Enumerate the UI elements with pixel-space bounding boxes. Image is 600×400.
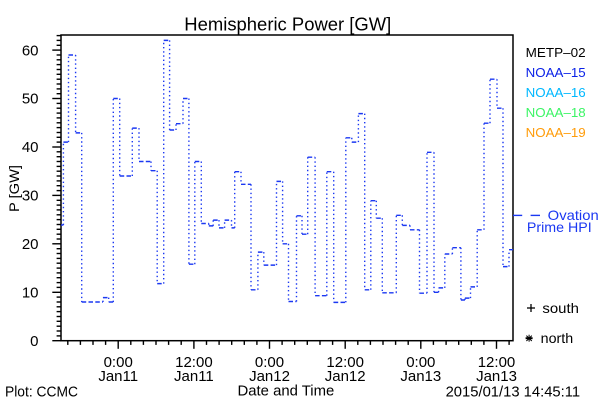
svg-text:2015/01/13 14:45:11: 2015/01/13 14:45:11: [446, 383, 580, 400]
svg-text:12:00: 12:00: [175, 354, 213, 371]
svg-text:30: 30: [22, 188, 39, 205]
svg-text:Jan11: Jan11: [174, 368, 214, 385]
svg-text:12:00: 12:00: [326, 354, 364, 371]
svg-text:0:00: 0:00: [406, 354, 435, 371]
svg-text:Jan13: Jan13: [400, 368, 441, 385]
svg-text:20: 20: [22, 236, 39, 253]
svg-text:Prime HPI: Prime HPI: [527, 219, 592, 235]
svg-text:METP–02: METP–02: [526, 45, 586, 60]
svg-text:10: 10: [22, 285, 39, 302]
svg-text:0:00: 0:00: [255, 354, 284, 371]
svg-text:40: 40: [22, 139, 39, 156]
svg-text:NOAA–15: NOAA–15: [526, 65, 586, 80]
svg-text:Ovation: Ovation: [548, 207, 599, 223]
svg-text:Hemispheric Power [GW]: Hemispheric Power [GW]: [184, 15, 391, 35]
svg-text:50: 50: [22, 91, 39, 108]
svg-text:Jan12: Jan12: [325, 368, 366, 385]
svg-text:0:00: 0:00: [104, 354, 133, 371]
svg-text:NOAA–16: NOAA–16: [526, 85, 586, 100]
svg-text:south: south: [542, 300, 579, 316]
svg-text:Jan13: Jan13: [476, 368, 517, 385]
svg-text:NOAA–19: NOAA–19: [526, 125, 586, 140]
svg-text:Jan12: Jan12: [249, 368, 290, 385]
svg-text:NOAA–18: NOAA–18: [526, 105, 586, 120]
svg-text:Date and Time: Date and Time: [238, 383, 335, 400]
svg-text:0: 0: [30, 333, 38, 350]
svg-text:north: north: [541, 330, 574, 346]
svg-text:Jan11: Jan11: [98, 368, 138, 385]
svg-text:P [GW]: P [GW]: [6, 165, 22, 212]
svg-text:12:00: 12:00: [478, 354, 516, 371]
svg-text:60: 60: [22, 42, 39, 59]
svg-text:Plot: CCMC: Plot: CCMC: [5, 383, 78, 400]
